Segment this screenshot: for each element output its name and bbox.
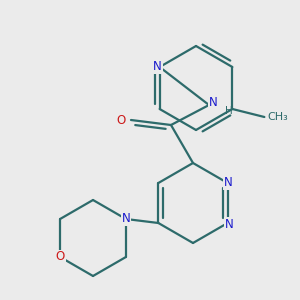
Text: N: N <box>224 176 233 190</box>
Text: N: N <box>208 97 217 110</box>
Text: O: O <box>56 250 65 263</box>
Text: N: N <box>153 61 162 74</box>
Text: N: N <box>122 212 130 226</box>
Text: H: H <box>225 106 233 116</box>
Text: CH₃: CH₃ <box>267 112 288 122</box>
Text: N: N <box>225 218 234 230</box>
Text: O: O <box>116 113 126 127</box>
